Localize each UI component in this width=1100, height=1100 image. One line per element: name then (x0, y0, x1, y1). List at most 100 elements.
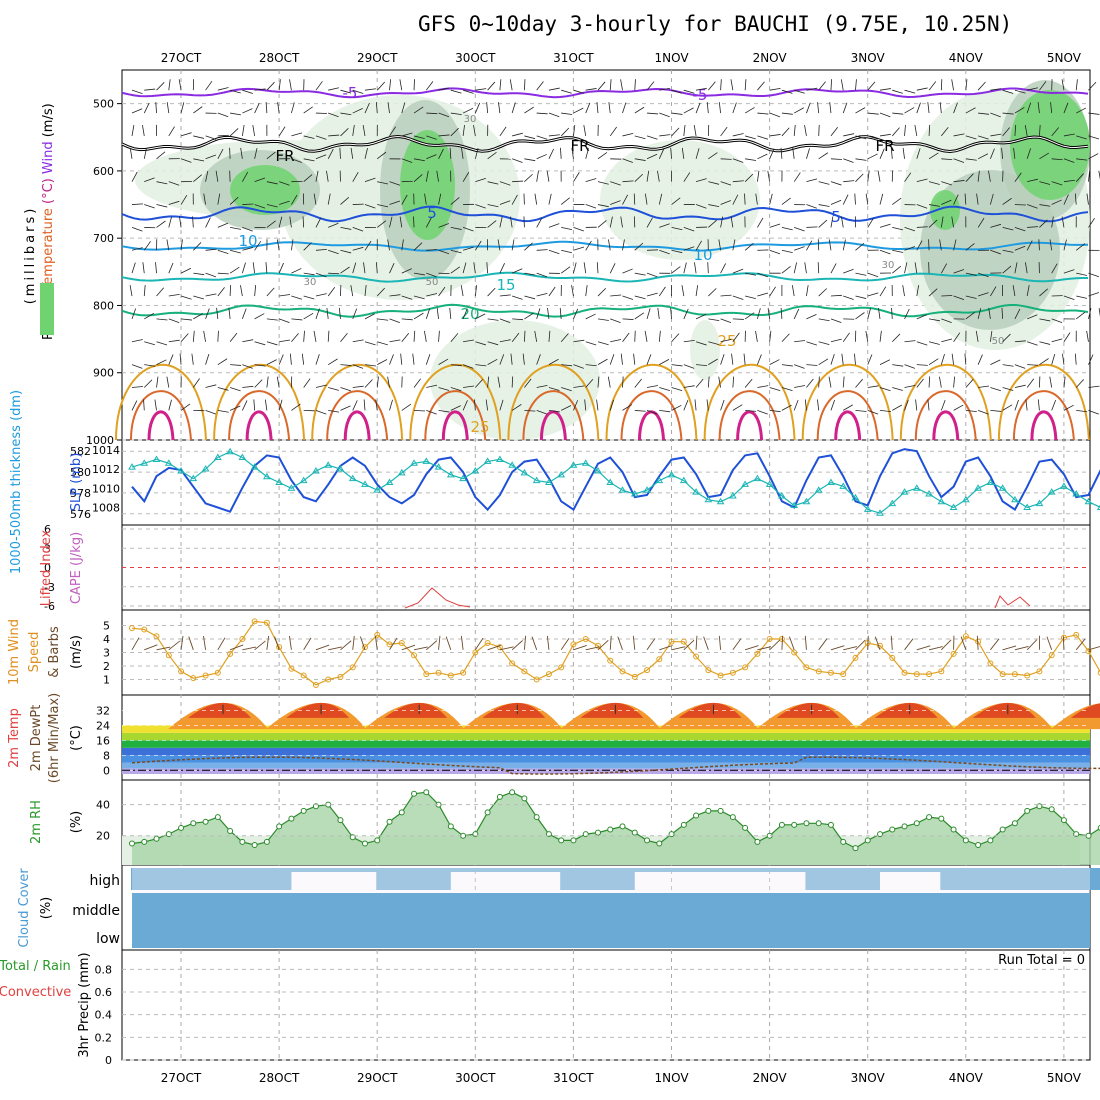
wind-speed-point (312, 681, 319, 688)
slp-point (385, 478, 394, 485)
surface-wind-barb (131, 637, 140, 651)
wind-barb (806, 102, 811, 114)
wind-barb (879, 410, 891, 412)
wind-barb (511, 404, 522, 411)
wind-barb (230, 227, 242, 230)
wind-barb (855, 173, 864, 182)
wind-barb (276, 239, 280, 251)
wind-speed-point (803, 664, 810, 671)
surface-wind-barb (646, 638, 656, 651)
wind-barb (781, 227, 793, 231)
surface-wind-barb (203, 635, 207, 650)
wind-barb (708, 181, 720, 185)
wind-barb (596, 262, 599, 274)
isotherm-25 (997, 363, 1090, 441)
wind-barb (718, 239, 721, 251)
wind-barb (1088, 385, 1100, 388)
wind-barb (892, 387, 903, 391)
wind-barb (573, 246, 585, 251)
wind-barb (474, 102, 481, 114)
wind-barb (166, 376, 170, 388)
wind-barb (475, 341, 487, 346)
wind-barb (524, 312, 534, 320)
wind-barb (977, 81, 986, 91)
rh-point (349, 834, 356, 841)
ytick-label-left: 580 (70, 466, 91, 479)
wind-barb (622, 404, 633, 411)
cloud-high-bar (1062, 868, 1077, 890)
wind-barb (622, 102, 627, 114)
wind-speed-point (742, 664, 749, 671)
wind-barb (732, 102, 737, 114)
wind-barb (951, 353, 954, 365)
wind-barb (695, 148, 700, 159)
wind-barb (548, 112, 560, 118)
ytick-label-right: 1010 (92, 482, 120, 495)
rh-point (950, 826, 957, 833)
wind-barb (279, 339, 291, 343)
cloud-high-bar (793, 868, 807, 872)
wind-speed-point (509, 660, 516, 667)
slp-point (986, 478, 995, 485)
wind-barb (607, 376, 611, 388)
surface-wind-barb (1046, 636, 1053, 650)
surface-wind-barb (757, 646, 772, 651)
wind-barb (156, 151, 166, 160)
wind-barb (229, 266, 240, 274)
wind-barb (1088, 170, 1091, 182)
wind-barb (1063, 102, 1069, 114)
wind-barb (879, 249, 891, 255)
wind-barb (230, 249, 241, 254)
surface-wind-barb (413, 646, 428, 651)
wind-barb (401, 403, 412, 411)
wind-barb (644, 193, 648, 205)
wind-barb (548, 87, 560, 91)
wind-barb (681, 285, 685, 297)
wind-barb (1051, 127, 1060, 137)
wind-barb (671, 364, 683, 367)
isotherm-20 (121, 303, 1089, 318)
surface-wind-barb (1062, 635, 1065, 650)
cloud-high-bar (866, 868, 881, 890)
wind-barb (916, 87, 928, 91)
wind-barb (693, 125, 697, 136)
wind-barb (131, 89, 143, 94)
wind-barb (511, 332, 520, 343)
wind-barb (977, 135, 989, 140)
wind-barb (745, 272, 757, 276)
wind-barb (364, 285, 367, 297)
wind-speed-point (472, 649, 479, 656)
wind-barb (178, 79, 182, 91)
wind-barb (401, 268, 412, 274)
wind-barb (793, 107, 805, 114)
wind-barb (154, 399, 157, 411)
cloud-high-bar (216, 868, 231, 890)
wind-barb (129, 285, 133, 297)
wind-barb (1027, 341, 1038, 346)
wind-barb (892, 197, 902, 205)
wind-barb (953, 269, 965, 274)
wind-barb (585, 341, 597, 346)
wind-barb (670, 147, 672, 159)
wind-barb (708, 318, 720, 321)
wind-barb (229, 89, 241, 94)
wind-barb (303, 272, 315, 276)
wind-barb (291, 194, 298, 205)
wind-barb (474, 148, 479, 159)
wind-barb (362, 125, 366, 136)
wind-barb (1002, 265, 1012, 274)
wind-speed-point (263, 619, 270, 626)
rh-point (999, 826, 1006, 833)
wind-barb (855, 410, 867, 412)
wind-barb (695, 341, 707, 346)
slp-point (324, 461, 333, 468)
wind-barb (229, 196, 239, 205)
slp-point (888, 499, 897, 507)
temp-band (122, 768, 1090, 774)
wind-barb (622, 194, 629, 205)
wind-barb (608, 239, 611, 251)
wind-barb (425, 354, 431, 365)
date-label-top: 4NOV (949, 51, 984, 65)
wind-barb (462, 124, 465, 136)
wind-barb (867, 217, 874, 228)
